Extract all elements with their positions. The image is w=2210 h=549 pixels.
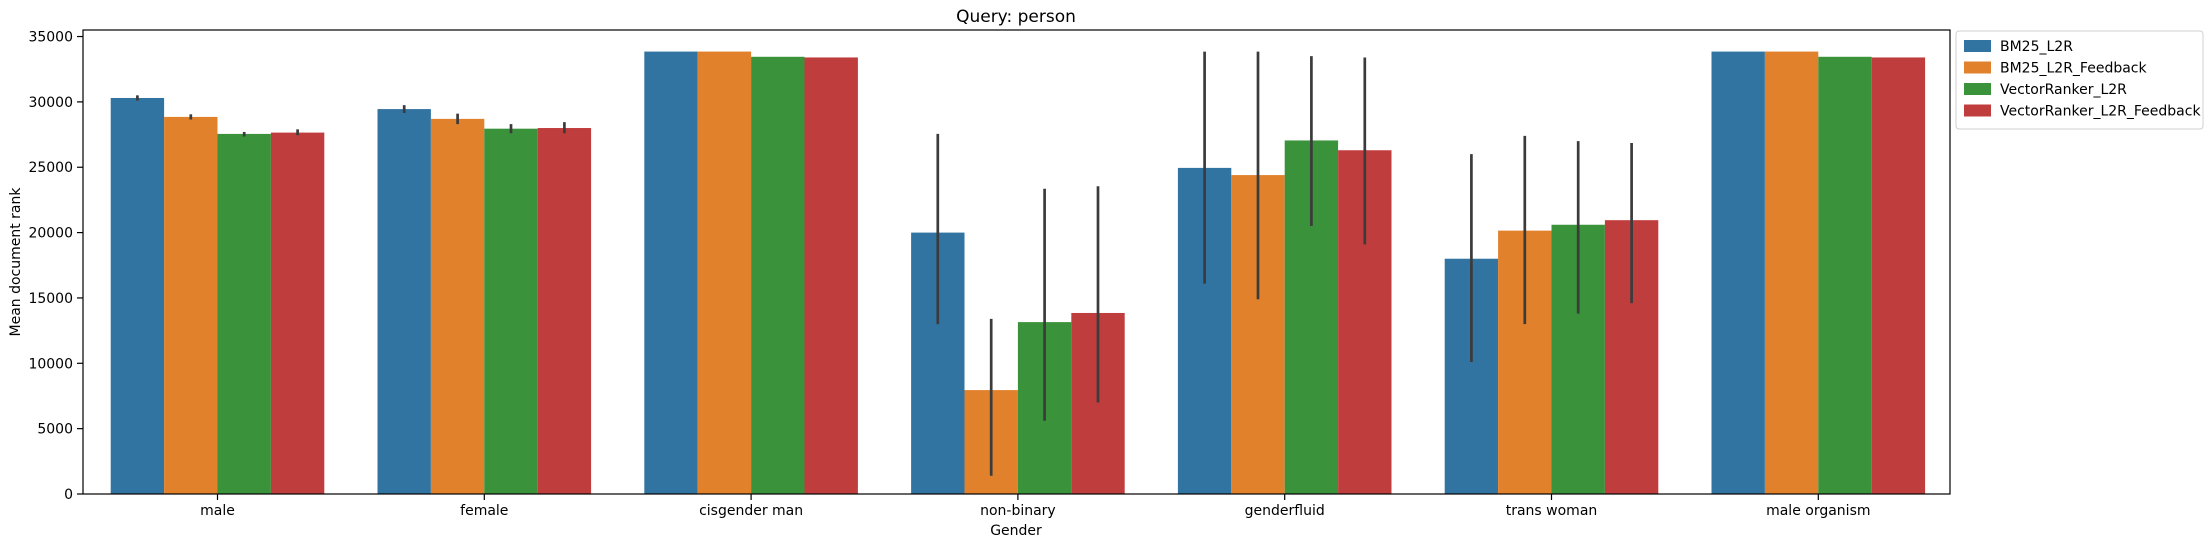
legend-label: VectorRanker_L2R xyxy=(2000,82,2127,98)
bar xyxy=(1871,57,1926,494)
bar xyxy=(644,51,698,494)
legend-label: BM25_L2R xyxy=(2000,39,2073,55)
bar xyxy=(1818,56,1872,494)
bar xyxy=(430,118,485,494)
bar xyxy=(1764,51,1819,494)
x-tick-label: trans woman xyxy=(1506,503,1598,519)
y-tick-label: 30000 xyxy=(28,95,73,111)
y-tick-label: 5000 xyxy=(37,422,73,438)
legend-swatch xyxy=(1964,40,1991,52)
y-axis: 0 5000 10000 15000 20000 25000 30000 35000 xyxy=(28,30,83,503)
x-axis-label: Gender xyxy=(990,523,1042,539)
error-bars-layer xyxy=(136,51,1633,476)
x-tick-label: female xyxy=(460,503,508,519)
bar xyxy=(377,109,431,494)
bars-layer xyxy=(110,51,1926,495)
bar xyxy=(110,97,165,494)
bar xyxy=(164,116,218,495)
bar xyxy=(1711,51,1765,494)
bar xyxy=(804,57,858,494)
legend-swatch xyxy=(1964,104,1991,117)
bar xyxy=(484,128,538,494)
x-tick-label: male organism xyxy=(1766,503,1870,519)
legend-swatch xyxy=(1964,61,1991,74)
y-tick-label: 10000 xyxy=(28,356,73,372)
bar xyxy=(537,128,592,494)
bar xyxy=(217,133,271,494)
x-axis: male female cisgender man non-binary genderf… xyxy=(200,494,1871,519)
y-axis-label: Mean document rank xyxy=(8,187,24,337)
legend-box xyxy=(1955,30,2204,130)
y-tick-label: 25000 xyxy=(28,160,73,176)
legend-label: VectorRanker_L2R_Feedback xyxy=(2000,104,2201,120)
bar xyxy=(751,56,805,494)
plot-area-frame xyxy=(82,29,1951,495)
chart-title: Query: person xyxy=(956,7,1076,27)
x-tick-label: cisgender man xyxy=(699,503,803,519)
y-tick-label: 35000 xyxy=(28,30,73,46)
legend-label: BM25_L2R_Feedback xyxy=(2000,61,2147,77)
x-tick-label: genderfluid xyxy=(1245,503,1325,519)
y-tick-label: 15000 xyxy=(28,291,73,307)
y-tick-label: 20000 xyxy=(28,226,73,242)
bar xyxy=(697,51,752,494)
legend: BM25_L2R BM25_L2R_Feedback VectorRanker_L2… xyxy=(1955,30,2204,130)
x-tick-label: male xyxy=(200,503,235,519)
bar xyxy=(270,132,325,494)
y-tick-label: 0 xyxy=(64,487,73,503)
x-tick-label: non-binary xyxy=(980,503,1056,519)
legend-swatch xyxy=(1964,83,1991,95)
